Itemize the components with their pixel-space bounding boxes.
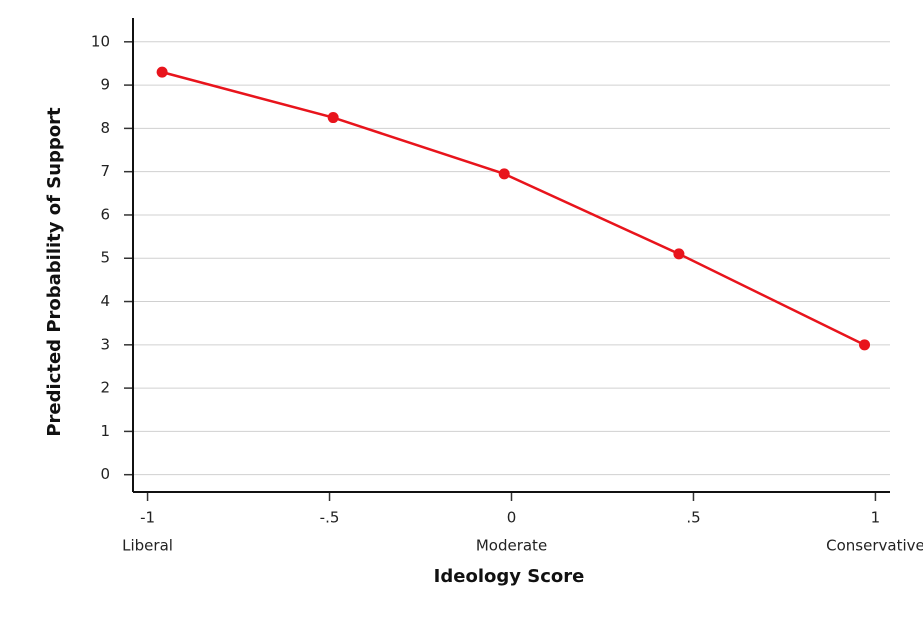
x-tick-label: -1: [140, 509, 155, 527]
point: [156, 66, 168, 78]
line: [161, 70, 866, 346]
y-tick-label: 1: [100, 422, 110, 440]
y-tick-label: 2: [100, 379, 110, 397]
x-axis-label: Ideology Score: [434, 566, 585, 587]
y-tick-label: 7: [100, 162, 110, 180]
y-tick-label: 3: [100, 335, 110, 353]
x-tick-sublabel: Conservative: [826, 537, 923, 555]
x-tick-label: 1: [871, 509, 881, 527]
x-tick-label: 0: [507, 509, 517, 527]
point: [673, 248, 685, 260]
y-tick-label: 6: [100, 205, 110, 223]
y-tick-label: 9: [100, 76, 110, 94]
y-tick-label: 8: [100, 119, 110, 137]
x-tick-label: .5: [686, 509, 700, 527]
point: [859, 339, 871, 351]
x-tick-label: -.5: [320, 509, 340, 527]
y-tick-label: 10: [91, 32, 110, 50]
x-tick-sublabel: Moderate: [476, 537, 547, 555]
y-tick-label: 5: [100, 249, 110, 267]
y-tick-label: 4: [100, 292, 110, 310]
point: [498, 168, 510, 180]
y-tick-label: 0: [100, 465, 110, 483]
x-tick-sublabel: Liberal: [122, 537, 173, 555]
point: [327, 112, 339, 124]
y-axis-label: Predicted Probability of Support: [44, 107, 65, 437]
